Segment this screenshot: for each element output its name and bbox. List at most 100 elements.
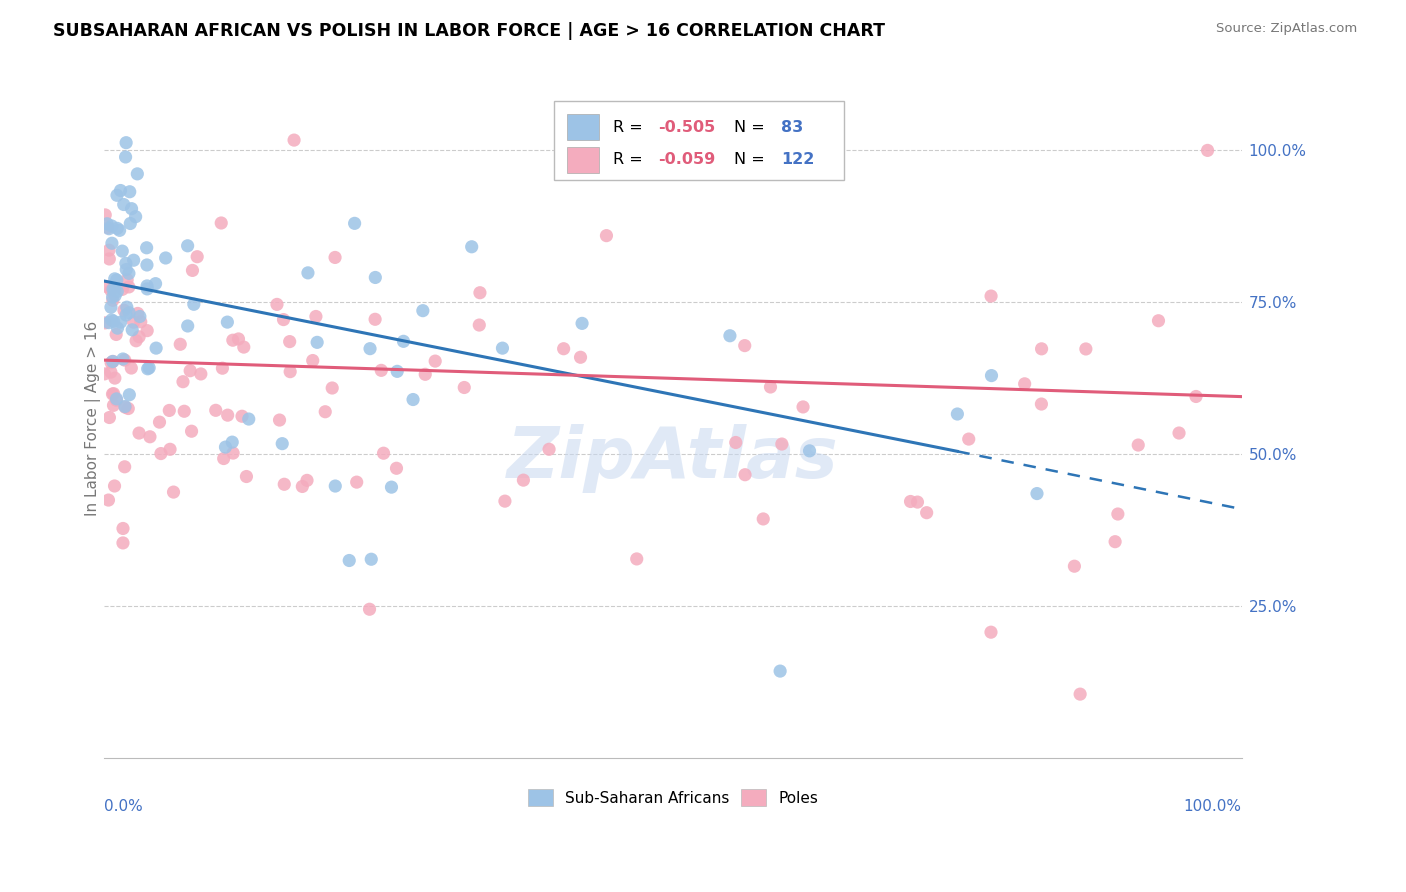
- Point: [107, 321, 129, 335]
- Point: [97, 493, 120, 508]
- Point: [337, 553, 360, 567]
- Point: [97, 220, 120, 235]
- Point: [129, 315, 152, 329]
- Point: [122, 253, 145, 268]
- Point: [626, 552, 648, 566]
- Point: [120, 361, 142, 376]
- Text: -0.059: -0.059: [658, 153, 716, 168]
- Point: [183, 297, 205, 311]
- Point: [145, 341, 167, 355]
- Point: [301, 353, 323, 368]
- Point: [181, 263, 204, 277]
- Point: [149, 446, 172, 460]
- Point: [111, 244, 134, 259]
- Point: [111, 536, 134, 550]
- Point: [118, 266, 141, 280]
- Text: 122: 122: [782, 153, 814, 168]
- Point: [343, 216, 366, 230]
- Point: [387, 364, 409, 378]
- Point: [114, 401, 136, 415]
- Point: [114, 400, 136, 414]
- Point: [105, 327, 128, 342]
- Point: [120, 217, 142, 231]
- Y-axis label: In Labor Force | Age > 16: In Labor Force | Age > 16: [86, 320, 101, 516]
- Point: [118, 185, 141, 199]
- Point: [121, 202, 143, 216]
- Point: [94, 208, 117, 222]
- Point: [385, 461, 408, 475]
- Point: [176, 239, 198, 253]
- Point: [799, 443, 821, 458]
- Point: [946, 407, 969, 421]
- Point: [553, 342, 575, 356]
- Point: [101, 354, 124, 368]
- Point: [494, 494, 516, 508]
- Point: [136, 361, 159, 376]
- Point: [157, 403, 180, 417]
- Text: 0.0%: 0.0%: [104, 799, 143, 814]
- Point: [190, 367, 212, 381]
- Point: [127, 306, 149, 320]
- Point: [110, 315, 132, 329]
- Point: [217, 408, 239, 422]
- Point: [792, 400, 814, 414]
- Point: [111, 351, 134, 366]
- Point: [96, 279, 118, 293]
- Point: [128, 330, 150, 344]
- Point: [105, 273, 128, 287]
- Point: [323, 251, 346, 265]
- Point: [98, 252, 121, 266]
- Text: -0.505: -0.505: [658, 120, 716, 135]
- Point: [273, 312, 295, 326]
- Point: [173, 404, 195, 418]
- Point: [118, 280, 141, 294]
- Point: [360, 552, 382, 566]
- Point: [212, 451, 235, 466]
- Point: [100, 313, 122, 327]
- Point: [93, 367, 115, 381]
- Point: [231, 409, 253, 424]
- Point: [180, 424, 202, 438]
- Point: [209, 216, 232, 230]
- Point: [273, 477, 295, 491]
- Point: [323, 479, 346, 493]
- Point: [980, 625, 1002, 640]
- Point: [718, 328, 741, 343]
- Point: [1014, 376, 1036, 391]
- Point: [346, 475, 368, 490]
- Point: [124, 210, 146, 224]
- Point: [402, 392, 425, 407]
- Point: [101, 387, 124, 401]
- Point: [460, 240, 482, 254]
- Point: [97, 221, 120, 235]
- Point: [136, 324, 159, 338]
- Point: [266, 297, 288, 311]
- Point: [162, 485, 184, 500]
- Point: [392, 334, 415, 349]
- Point: [104, 272, 127, 286]
- Point: [412, 303, 434, 318]
- Point: [900, 494, 922, 508]
- Point: [100, 300, 122, 314]
- Point: [307, 335, 329, 350]
- Point: [159, 442, 181, 457]
- Point: [101, 282, 124, 296]
- FancyBboxPatch shape: [567, 114, 599, 140]
- Point: [512, 473, 534, 487]
- Point: [1104, 534, 1126, 549]
- Point: [186, 250, 208, 264]
- Point: [103, 398, 125, 412]
- Point: [271, 436, 294, 450]
- Point: [115, 273, 138, 287]
- Point: [1128, 438, 1150, 452]
- Point: [100, 219, 122, 233]
- Point: [364, 312, 387, 326]
- Point: [104, 371, 127, 385]
- Point: [1185, 389, 1208, 403]
- Point: [314, 405, 336, 419]
- Point: [114, 459, 136, 474]
- Point: [145, 277, 167, 291]
- Point: [138, 360, 160, 375]
- Point: [111, 282, 134, 296]
- Point: [122, 315, 145, 329]
